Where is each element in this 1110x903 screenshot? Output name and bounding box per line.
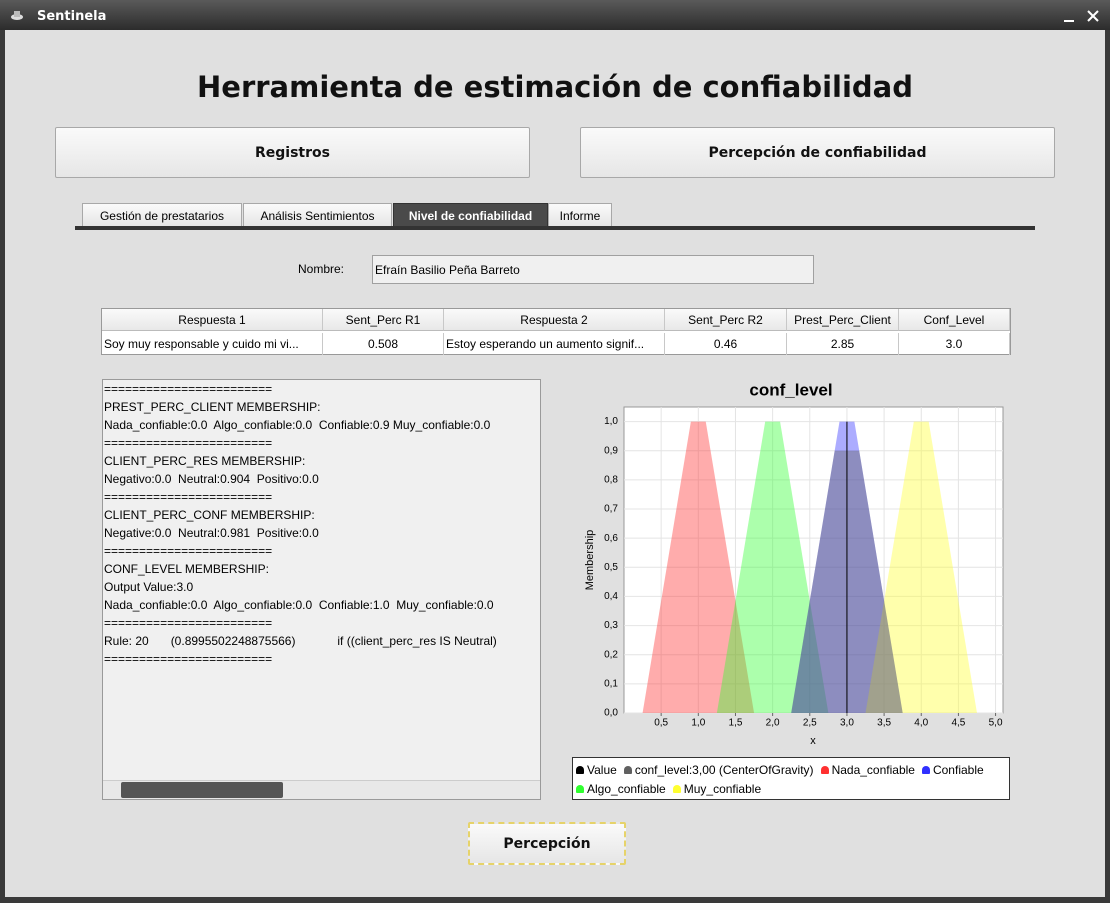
table-cell: 0.508: [323, 333, 444, 355]
table-cell: 0.46: [665, 333, 787, 355]
table-header: Sent_Perc R1: [323, 309, 444, 331]
tab-underline: [75, 226, 1035, 230]
output-line: CLIENT_PERC_RES MEMBERSHIP:: [104, 454, 306, 468]
registros-button[interactable]: Registros: [55, 127, 530, 178]
x-tick-label: 4,0: [914, 718, 928, 729]
output-line: Negative:0.0 Neutral:0.981 Positive:0.0: [104, 526, 319, 540]
y-axis-label: Membership: [584, 530, 596, 591]
output-line: Rule: 20 (0.8995502248875566) if ((clien…: [104, 634, 497, 648]
output-text-area: ======================== PREST_PERC_CLIEN…: [102, 379, 541, 800]
y-tick-label: 0,9: [604, 445, 618, 456]
h-scrollbar[interactable]: [103, 780, 540, 799]
output-line: ========================: [104, 544, 273, 558]
y-tick-label: 0,4: [604, 591, 618, 602]
name-input[interactable]: Efraín Basilio Peña Barreto: [372, 255, 814, 284]
tab[interactable]: Análisis Sentimientos: [243, 203, 392, 227]
table-cell: Soy muy responsable y cuido mi vi...: [102, 333, 323, 355]
table-cell: 3.0: [899, 333, 1010, 355]
legend: Value conf_level:3,00 (CenterOfGravity) Na…: [572, 757, 1010, 800]
legend-item: conf_level:3,00 (CenterOfGravity): [623, 760, 814, 779]
y-tick-label: 0,1: [604, 678, 618, 689]
app-icon: [11, 11, 23, 20]
output-line: CLIENT_PERC_CONF MEMBERSHIP:: [104, 508, 315, 522]
x-tick-label: 5,0: [989, 718, 1003, 729]
y-tick-label: 0,5: [604, 562, 618, 573]
legend-label: Value: [587, 762, 617, 777]
legend-item: Confiable: [921, 760, 984, 779]
y-tick-label: 0,0: [604, 708, 618, 719]
x-tick-label: 1,5: [729, 718, 743, 729]
legend-marker: [672, 784, 681, 793]
y-tick-label: 0,6: [604, 533, 618, 544]
y-tick-label: 0,2: [604, 649, 618, 660]
membership-area: [642, 421, 755, 713]
x-tick-label: 4,5: [951, 718, 965, 729]
output-line: ========================: [104, 652, 273, 666]
x-tick-label: 2,5: [803, 718, 817, 729]
output-line: PREST_PERC_CLIENT MEMBERSHIP:: [104, 400, 321, 414]
y-tick-label: 0,8: [604, 474, 618, 485]
output-line: Nada_confiable:0.0 Algo_confiable:0.0 Co…: [104, 598, 494, 612]
legend-label: Muy_confiable: [683, 781, 762, 796]
x-tick-label: 1,0: [691, 718, 705, 729]
table-cell: Estoy esperando un aumento signif...: [444, 333, 665, 355]
legend-item: Nada_confiable: [820, 760, 915, 779]
output-line: Nada_confiable:0.0 Algo_confiable:0.0 Co…: [104, 418, 491, 432]
title-bar: Sentinela: [0, 0, 1110, 30]
chart-title: conf_level: [749, 380, 832, 399]
tab[interactable]: Gestión de prestatarios: [82, 203, 242, 227]
window-title: Sentinela: [37, 9, 107, 24]
x-tick-label: 0,5: [654, 718, 668, 729]
chart: conf_level x Membership 0,0 0,1 0,2 0,3 0,4 0…: [584, 380, 1004, 747]
legend-marker: [576, 784, 584, 793]
table-header: Sent_Perc R2: [665, 309, 787, 331]
y-tick-label: 0,7: [604, 504, 618, 515]
legend-item: Muy_confiable: [672, 779, 762, 798]
table-header: Respuesta 2: [444, 309, 665, 331]
legend-label: Confiable: [932, 762, 984, 777]
output-line: ========================: [104, 436, 273, 450]
table-header: Prest_Perc_Client: [787, 309, 899, 331]
y-tick-label: 1,0: [604, 416, 618, 427]
table-cell: 2.85: [787, 333, 899, 355]
x-tick-label: 3,0: [840, 718, 854, 729]
output-line: ========================: [104, 490, 273, 504]
output-line: Negativo:0.0 Neutral:0.904 Positivo:0.0: [104, 472, 319, 486]
window-controls[interactable]: [1062, 9, 1102, 23]
tab[interactable]: Informe: [548, 203, 612, 227]
legend-marker: [623, 765, 632, 774]
legend-label: conf_level:3,00 (CenterOfGravity): [634, 762, 814, 777]
legend-label: Algo_confiable: [587, 781, 666, 796]
output-line: Output Value:3.0: [104, 580, 194, 594]
table-header: Conf_Level: [899, 309, 1010, 331]
y-tick-label: 0,3: [604, 620, 618, 631]
membership-area: [865, 421, 977, 713]
legend-item: Value: [576, 760, 617, 779]
plot-area: [623, 406, 1004, 714]
tab-selected[interactable]: Nivel de confiabilidad: [393, 203, 548, 227]
legend-label: Nada_confiable: [831, 762, 915, 777]
scroll-thumb[interactable]: [121, 782, 283, 798]
name-label: Nombre:: [298, 262, 345, 276]
results-table: Respuesta 1 Sent_Perc R1 Respuesta 2 Sent_P…: [101, 308, 1011, 355]
output-line: ========================: [104, 382, 273, 396]
percepcion-button[interactable]: Percepción: [468, 822, 626, 865]
x-tick-label: 3,5: [877, 718, 891, 729]
x-axis-label: x: [810, 735, 816, 747]
table-header: Respuesta 1: [102, 309, 323, 331]
legend-marker: [576, 765, 584, 774]
legend-marker: [921, 765, 930, 774]
legend-item: Algo_confiable: [576, 779, 666, 798]
output-line: CONF_LEVEL MEMBERSHIP:: [104, 562, 269, 576]
heading: Herramienta de estimación de confiabilid…: [197, 70, 913, 104]
legend-marker: [820, 765, 829, 774]
output-line: ========================: [104, 616, 273, 630]
membership-area: [716, 421, 829, 713]
x-tick-label: 2,0: [766, 718, 780, 729]
percepcion-conf-button[interactable]: Percepción de confiabilidad: [580, 127, 1055, 178]
